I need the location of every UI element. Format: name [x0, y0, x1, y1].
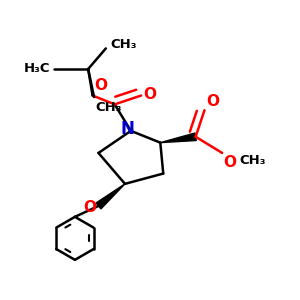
- Polygon shape: [160, 133, 196, 142]
- Text: O: O: [94, 78, 107, 93]
- Text: CH₃: CH₃: [95, 101, 122, 114]
- Text: H₃C: H₃C: [23, 61, 50, 75]
- Text: CH₃: CH₃: [110, 38, 137, 51]
- Text: CH₃: CH₃: [240, 154, 266, 167]
- Text: O: O: [206, 94, 219, 109]
- Text: O: O: [143, 87, 157, 102]
- Text: O: O: [83, 200, 96, 215]
- Text: O: O: [223, 155, 236, 170]
- Polygon shape: [96, 184, 125, 209]
- Text: N: N: [120, 120, 134, 138]
